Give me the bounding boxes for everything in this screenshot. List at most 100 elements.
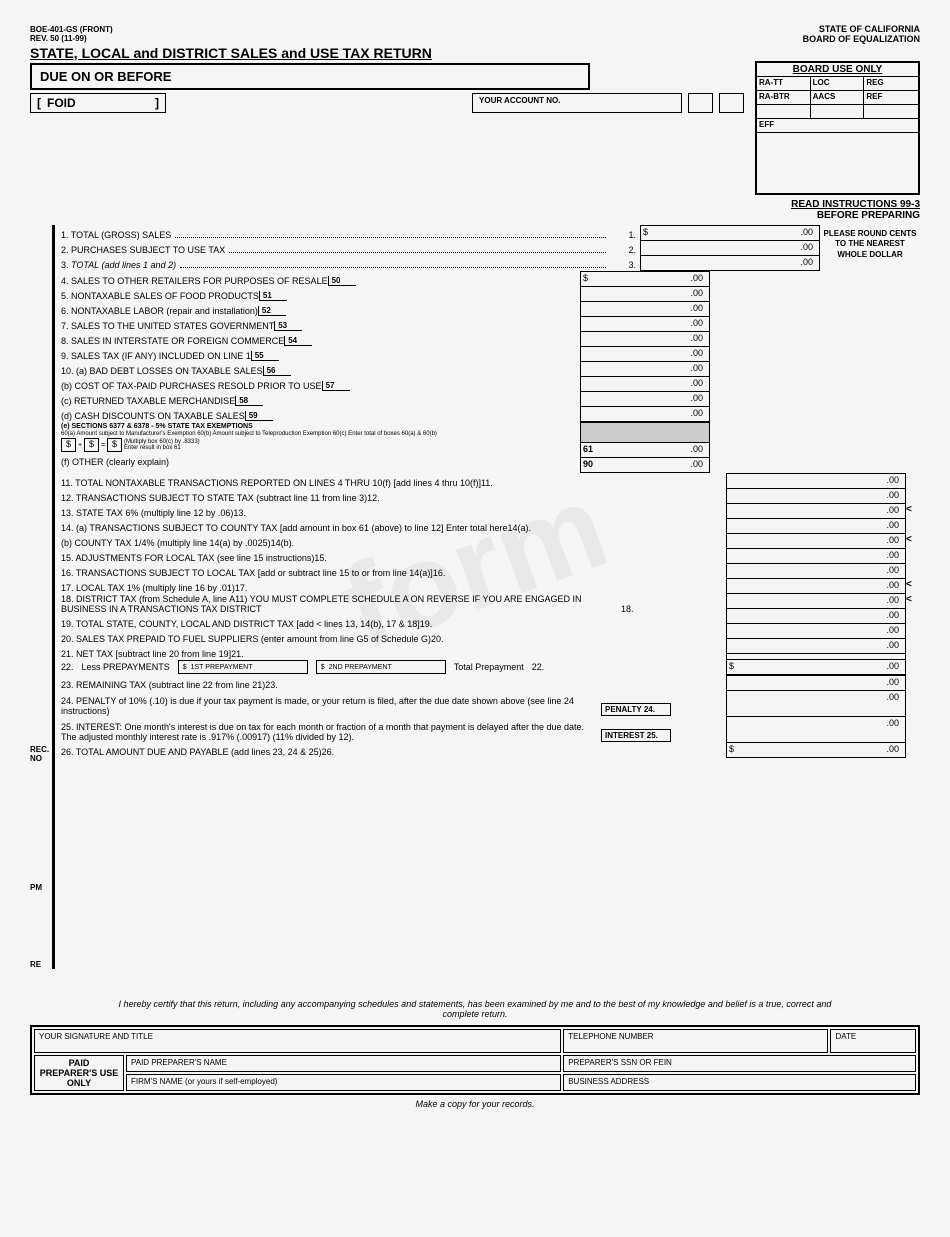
foid-label: FOID [47,96,76,110]
account-box[interactable]: YOUR ACCOUNT NO. [472,93,682,113]
prep-ssn[interactable]: PREPARER'S SSN OR FEIN [563,1055,916,1072]
form-title: STATE, LOCAL and DISTRICT SALES and USE … [30,45,432,61]
due-box: DUE ON OR BEFORE [30,63,590,90]
instr-line1: READ INSTRUCTIONS 99-3 [791,199,920,210]
lt-7: < [906,578,920,593]
line-2: 2. PURCHASES SUBJECT TO USE TAX2. [55,240,640,255]
amt-box-55[interactable]: .00 [581,347,709,362]
amt-bot-8[interactable]: .00 [727,594,905,609]
amt-bot-5[interactable]: .00 [727,549,905,564]
firm-name[interactable]: FIRM'S NAME (or yours if self-employed) [126,1074,561,1091]
amt-bot-9[interactable]: .00 [727,609,905,624]
amt-1[interactable]: $.00 [641,226,819,241]
amt-box-58[interactable]: .00 [581,392,709,407]
sec-e-boxes: $ + $ = $ (Multiply box 60(c) by .8333) … [55,437,580,452]
line-mid-9: (d) CASH DISCOUNTS ON TAXABLE SALES59 [55,406,580,421]
amt-box-51[interactable]: .00 [581,287,709,302]
amt-box-56[interactable]: .00 [581,362,709,377]
bu-eff: EFF [757,119,918,133]
amt-box-53[interactable]: .00 [581,317,709,332]
lt-11 [906,638,920,653]
line-22-end: 22. [532,662,545,672]
bu-blank3 [864,105,918,119]
bu-aacs: AACS [811,91,865,105]
amt-bot-7[interactable]: .00 [727,579,905,594]
line-bot-9: 19. TOTAL STATE, COUNTY, LOCAL AND DISTR… [55,614,726,629]
lt-6 [906,563,920,578]
foid-box[interactable]: [ FOID ] [30,93,166,113]
amt-end-3[interactable]: $.00 [727,743,905,758]
bu-loc: LOC [811,77,865,91]
sec-e-mult: (Multiply box 60(c) by .8333) Enter resu… [124,439,204,451]
prepay-1[interactable]: $ 1ST PREPAYMENT [178,660,308,674]
board-use-title: BOARD USE ONLY [757,63,918,77]
amt-box-59[interactable]: .00 [581,407,709,422]
line-mid-6: 10. (a) BAD DEBT LOSSES ON TAXABLE SALES… [55,361,580,376]
line-mid-0: 4. SALES TO OTHER RETAILERS FOR PURPOSES… [55,271,580,286]
amt-end-0[interactable]: .00 [727,676,905,691]
side-pm: PM [30,883,52,892]
amt-box-50[interactable]: $.00 [581,272,709,287]
box-60c[interactable]: $ [107,438,122,452]
amt-bot-0[interactable]: .00 [727,474,905,489]
amt-3[interactable]: .00 [641,256,819,271]
amt-61[interactable]: 61.00 [581,443,709,458]
amt-bot-3[interactable]: .00 [727,519,905,534]
instructions-note: READ INSTRUCTIONS 99-3 BEFORE PREPARING [30,199,920,221]
amt-bot-2[interactable]: .00 [727,504,905,519]
certification: I hereby certify that this return, inclu… [30,999,920,1019]
amt-bot-4[interactable]: .00 [727,534,905,549]
bu-blank-area [757,133,918,193]
lt-3 [906,518,920,533]
line-bot-4: (b) COUNTY TAX 1/4% (multiply line 14(a)… [55,533,726,548]
amt-22[interactable]: $.00 [727,660,905,675]
bus-addr[interactable]: BUSINESS ADDRESS [563,1074,916,1091]
amt-bot-6[interactable]: .00 [727,564,905,579]
bu-ratt: RA-TT [757,77,811,91]
amt-box-54[interactable]: .00 [581,332,709,347]
line-end-3: 26. TOTAL AMOUNT DUE AND PAYABLE (add li… [55,742,726,757]
lt-4: < [906,533,920,548]
line-22-label: Less PREPAYMENTS [82,662,170,672]
form-body: 1. TOTAL (GROSS) SALES1.2. PURCHASES SUB… [52,225,920,969]
bu-ref: REF [864,91,918,105]
bu-rabtr: RA-BTR [757,91,811,105]
sec-e-sub: 60(a) Amount subject to Manufacturer's E… [55,430,580,437]
box-60b[interactable]: $ [84,438,99,452]
amt-bot-10[interactable]: .00 [727,624,905,639]
sig-phone[interactable]: TELEPHONE NUMBER [563,1029,828,1053]
amt-90[interactable]: 90.00 [581,458,709,473]
bu-blank1 [757,105,811,119]
side-re: RE [30,960,52,969]
amt-end-2[interactable]: .00 [727,717,905,743]
line-end-0: 23. REMAINING TAX (subtract line 22 from… [55,675,726,690]
form-rev: REV. 50 (11-99) [30,34,432,43]
small-cell-2[interactable] [719,93,744,113]
sig-date[interactable]: DATE [830,1029,916,1053]
amt-end-1[interactable]: .00 [727,691,905,717]
prepay-total-label: Total Prepayment [454,662,524,672]
amt-box-52[interactable]: .00 [581,302,709,317]
amt-bot-11[interactable]: .00 [727,639,905,654]
prepay-2[interactable]: $ 2ND PREPAYMENT [316,660,446,674]
line-mid-5: 9. SALES TAX (IF ANY) INCLUDED ON LINE 1… [55,346,580,361]
board-use-box: BOARD USE ONLY RA-TT LOC REG RA-BTR AACS… [755,61,920,195]
prep-name[interactable]: PAID PREPARER'S NAME [126,1055,561,1072]
side-rec: REC. [30,745,49,754]
box-60a[interactable]: $ [61,438,76,452]
line-bot-10: 20. SALES TAX PREPAID TO FUEL SUPPLIERS … [55,629,726,644]
state-label: STATE OF CALIFORNIA [819,24,920,34]
small-cell-1[interactable] [688,93,713,113]
lt-5 [906,548,920,563]
line-bot-5: 15. ADJUSTMENTS FOR LOCAL TAX (see line … [55,548,726,563]
line-mid-8: (c) RETURNED TAXABLE MERCHANDISE58 [55,391,580,406]
line-bot-1: 12. TRANSACTIONS SUBJECT TO STATE TAX (s… [55,488,726,503]
lt-9 [906,608,920,623]
sig-title[interactable]: YOUR SIGNATURE AND TITLE [34,1029,561,1053]
amt-box-57[interactable]: .00 [581,377,709,392]
amt-bot-1[interactable]: .00 [727,489,905,504]
amt-2[interactable]: .00 [641,241,819,256]
paid-preparer-col: PAID PREPARER'S USE ONLY [34,1055,124,1091]
board-label: BOARD OF EQUALIZATION [803,34,920,44]
line-end-1: 24. PENALTY of 10% (.10) is due if your … [55,690,726,716]
